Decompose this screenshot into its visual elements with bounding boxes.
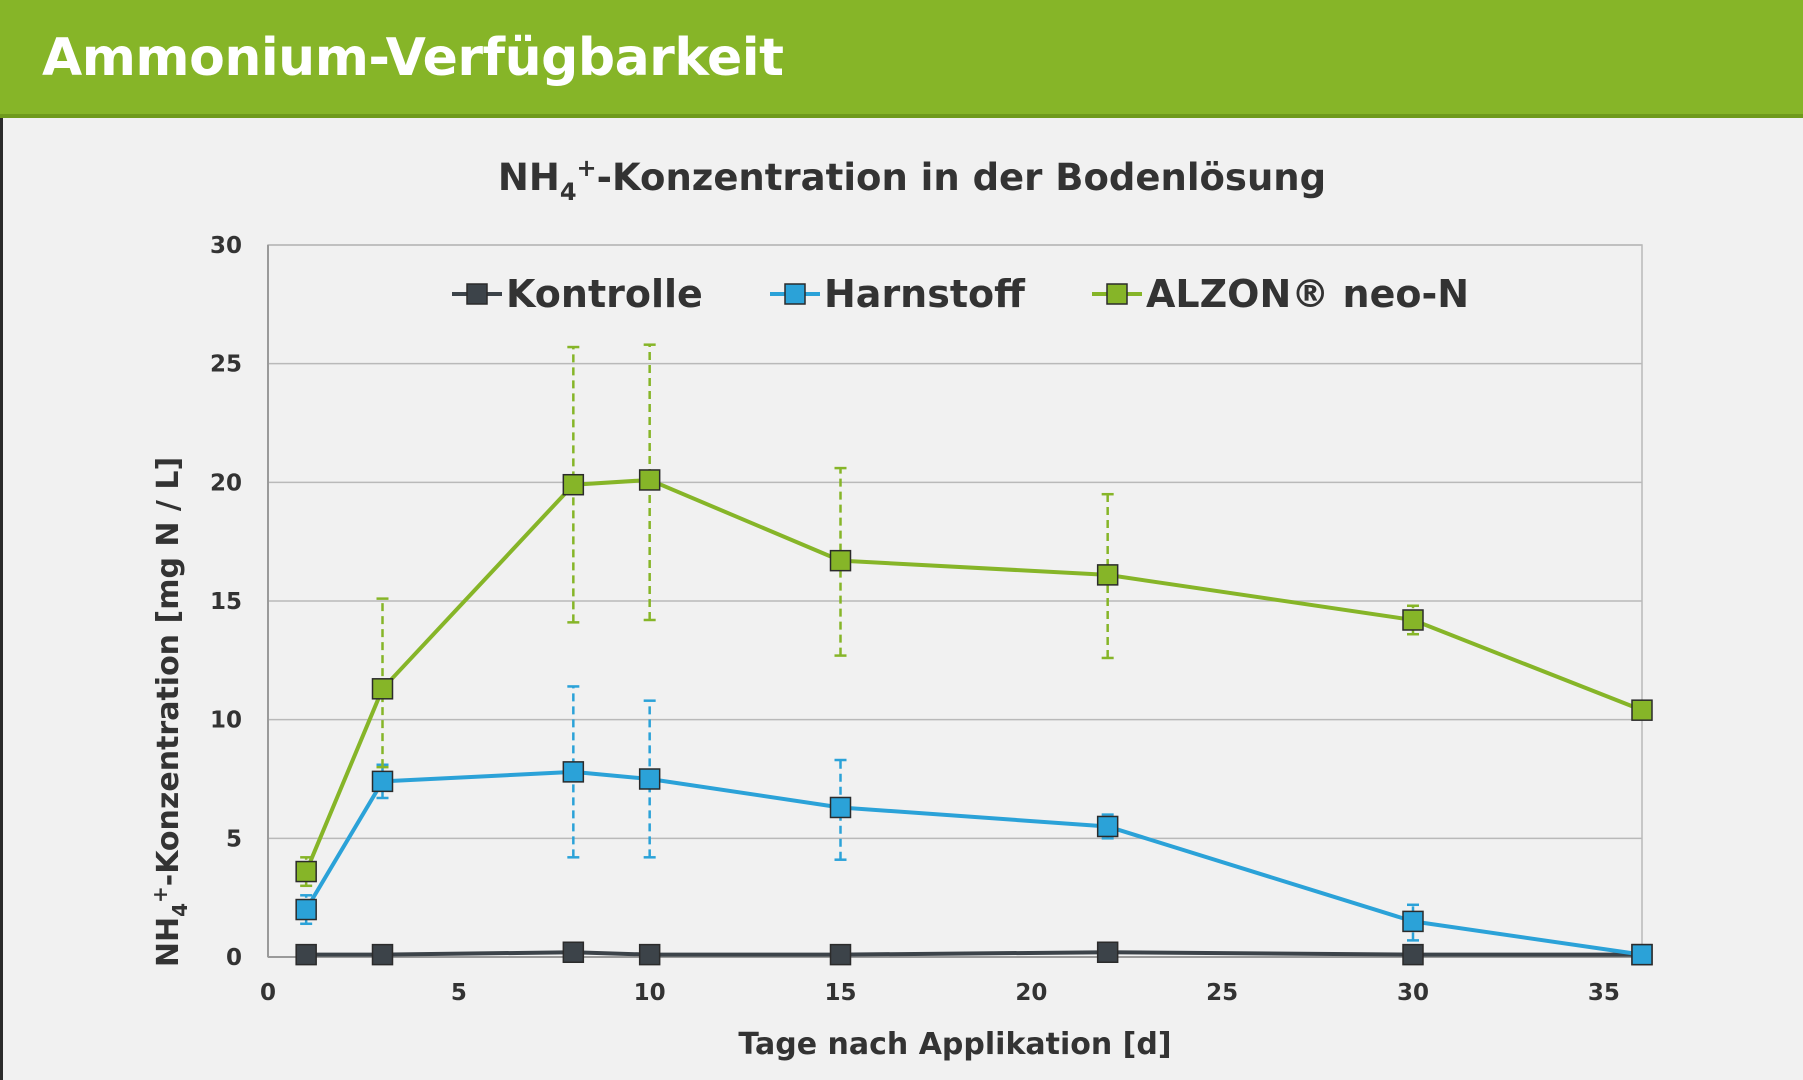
- ammonium-line-chart: NH4+-Konzentration in der Bodenlösung NH…: [148, 154, 1653, 1062]
- grid-lines: [268, 244, 1642, 840]
- series-layer: [295, 343, 1653, 966]
- legend-marker: [784, 283, 806, 305]
- data-point: [1096, 564, 1119, 586]
- x-tick-label: 0: [260, 980, 276, 1006]
- data-point: [295, 898, 317, 921]
- page-title: Ammonium-Verfügbarkeit: [42, 28, 784, 88]
- data-point: [1631, 699, 1653, 721]
- x-tick-label: 25: [1206, 980, 1238, 1006]
- data-point: [562, 761, 585, 783]
- data-point: [295, 943, 317, 966]
- y-tick-label: 5: [226, 826, 242, 852]
- data-point: [638, 469, 661, 491]
- y-tick-label: 10: [210, 708, 242, 734]
- data-point: [562, 941, 585, 964]
- x-tick-labels: 0 5 10 15 20 25 30 35: [260, 980, 1620, 1006]
- x-tick-label: 35: [1588, 980, 1620, 1006]
- x-axis-label: Tage nach Applikation [d]: [738, 1027, 1171, 1062]
- series-line: [306, 950, 1642, 957]
- legend-label: Harnstoff: [824, 272, 1026, 316]
- data-point: [829, 943, 852, 966]
- data-point: [829, 549, 852, 572]
- data-point: [1402, 910, 1424, 933]
- data-point: [1096, 941, 1119, 964]
- legend: Kontrolle Harnstoff ALZON® neo-N: [452, 272, 1469, 316]
- y-tick-label: 0: [226, 945, 242, 971]
- legend-label: ALZON® neo-N: [1146, 272, 1469, 316]
- data-point: [562, 473, 585, 496]
- data-point: [1402, 609, 1424, 631]
- y-tick-labels: 0 5 10 15 20 25 30: [210, 233, 242, 971]
- data-point: [1096, 815, 1119, 838]
- y-tick-label: 20: [210, 470, 242, 496]
- header-banner: Ammonium-Verfügbarkeit: [0, 0, 1803, 118]
- series-line: [304, 769, 1643, 957]
- y-tick-label: 15: [210, 589, 242, 615]
- data-point: [829, 796, 852, 819]
- legend-marker: [1106, 283, 1128, 305]
- y-tick-label: 30: [210, 233, 242, 259]
- x-tick-label: 20: [1015, 980, 1047, 1006]
- y-axis-label: NH4+-Konzentration [mg N / L]: [148, 457, 192, 967]
- data-point: [638, 943, 661, 966]
- data-point: [371, 770, 394, 793]
- data-point: [638, 768, 661, 790]
- data-point: [1402, 943, 1424, 966]
- data-point: [1631, 943, 1653, 966]
- series-line: [304, 477, 1643, 873]
- x-tick-label: 10: [634, 980, 666, 1006]
- data-point: [295, 860, 317, 883]
- data-point: [371, 678, 394, 700]
- data-point: [371, 943, 394, 966]
- x-tick-label: 15: [824, 980, 856, 1006]
- y-tick-label: 25: [210, 352, 242, 378]
- x-tick-label: 5: [451, 980, 467, 1006]
- left-border: [0, 118, 3, 1080]
- chart-title: NH4+-Konzentration in der Bodenlösung: [498, 154, 1326, 206]
- legend-marker: [466, 283, 488, 305]
- legend-label: Kontrolle: [506, 272, 703, 316]
- x-tick-label: 30: [1397, 980, 1429, 1006]
